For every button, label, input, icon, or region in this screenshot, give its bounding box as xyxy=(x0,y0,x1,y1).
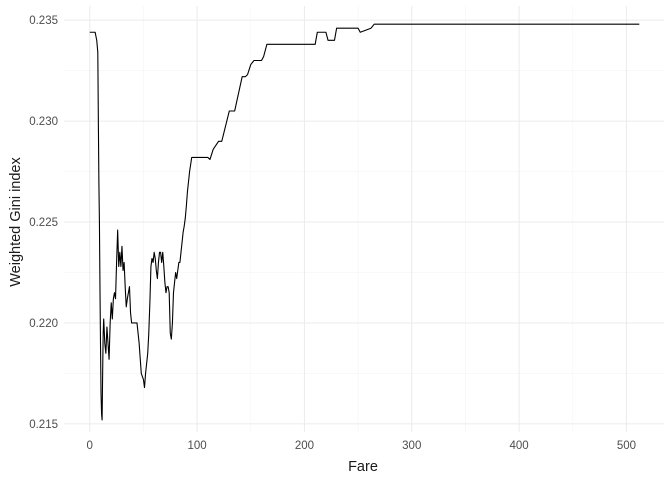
series-layer xyxy=(89,23,640,421)
y-tick-label: 0.220 xyxy=(29,318,58,330)
y-tick-labels: 0.215 0.220 0.225 0.230 0.235 xyxy=(29,15,58,431)
y-tick-label: 0.215 xyxy=(29,419,58,431)
x-tick-label: 300 xyxy=(402,440,421,452)
x-tick-labels: 0 100 200 300 400 500 xyxy=(87,440,636,452)
y-tick-label: 0.235 xyxy=(29,15,58,27)
minor-gridlines xyxy=(64,6,664,432)
x-tick-label: 400 xyxy=(510,440,529,452)
y-axis-title: Weighted Gini index xyxy=(8,157,24,287)
x-tick-label: 200 xyxy=(295,440,314,452)
x-tick-label: 500 xyxy=(617,440,636,452)
x-tick-label: 0 xyxy=(87,440,93,452)
x-tick-label: 100 xyxy=(188,440,207,452)
x-axis-title: Fare xyxy=(348,459,378,475)
y-tick-label: 0.225 xyxy=(29,217,58,229)
y-tick-label: 0.230 xyxy=(29,116,58,128)
series-line xyxy=(89,23,640,421)
major-gridlines xyxy=(64,6,664,432)
